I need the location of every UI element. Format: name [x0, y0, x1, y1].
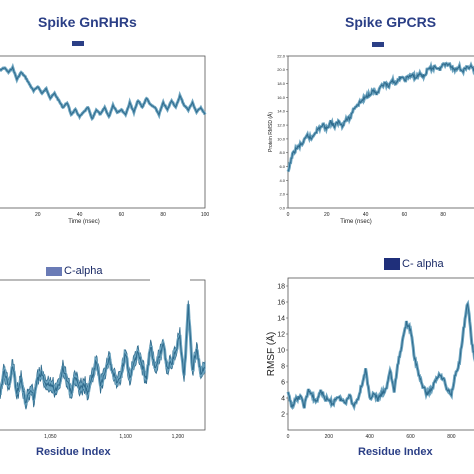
panel-tr-legend — [372, 42, 384, 47]
y-axis-title: Protein RMSD (Å) — [267, 112, 274, 152]
x-tick-label: 0 — [287, 434, 290, 440]
panel-tr-title: Spike GPCRS — [345, 14, 437, 30]
rmsf-chart-gpcrs: 0 200 400 600 800 2 4 6 8 10 12 14 16 18 RMSF (Å) — [266, 277, 474, 440]
y-tick-label: 4.0 — [279, 178, 285, 183]
y-tick-label: 16 — [277, 299, 285, 306]
rmsd-chart-gpcrs: 0 20 40 60 80 0.0 2.0 4.0 6.0 8.0 10.0 12.0 14.0 16.0… — [267, 53, 474, 225]
x-tick-label: 800 — [447, 434, 456, 440]
legend-swatch — [372, 42, 384, 47]
y-tick-label: 0.0 — [279, 205, 285, 210]
y-tick-label: 4 — [281, 395, 285, 402]
y-tick-label: 10 — [277, 347, 285, 354]
y-axis-title: RMSF (Å) — [266, 332, 277, 376]
x-tick-label: 40 — [77, 212, 83, 218]
legend-label: C- alpha — [402, 258, 444, 270]
plot-frame — [0, 279, 206, 431]
y-tick-label: 12.0 — [277, 122, 286, 127]
y-tick-label: 8.0 — [279, 150, 285, 155]
legend-swatch — [72, 41, 84, 46]
frame-gap — [150, 278, 190, 282]
x-tick-label: 200 — [325, 434, 334, 440]
x-tick-label: 20 — [324, 212, 330, 218]
x-tick-label: 80 — [440, 212, 446, 218]
series-line — [0, 65, 206, 120]
y-tick-label: 14.0 — [277, 109, 286, 114]
y-tick-label: 6.0 — [279, 164, 285, 169]
plot-frame — [0, 55, 206, 209]
plot-frame — [287, 55, 474, 209]
y-tick-label: 8 — [281, 363, 285, 370]
rmsf-chart-gnrhrs: 1,050 1,100 1,200 — [0, 278, 207, 440]
x-axis-title: Time (nsec) — [340, 219, 371, 225]
series-line — [287, 302, 474, 409]
x-tick-label: 60 — [119, 212, 125, 218]
y-tick-label: 14 — [277, 315, 285, 322]
x-tick-label: 100 — [201, 212, 210, 218]
panel-tl-title: Spike GnRHRs — [38, 14, 137, 30]
x-tick-label: 1,100 — [119, 434, 132, 440]
legend-label: C-alpha — [64, 265, 103, 277]
x-tick-label: 600 — [406, 434, 415, 440]
y-tick-label: 18 — [277, 283, 285, 290]
rmsd-chart-gnrhrs: 20 40 60 80 100 Time (nsec) — [0, 55, 210, 225]
x-tick-label: 400 — [366, 434, 375, 440]
y-tick-label: 16.0 — [277, 95, 286, 100]
legend-swatch — [384, 258, 400, 270]
x-axis-title: Time (nsec) — [68, 219, 99, 225]
x-tick-label: 40 — [363, 212, 369, 218]
y-tick-label: 12 — [277, 331, 285, 338]
series-line — [287, 62, 474, 172]
y-tick-label: 22.0 — [277, 53, 286, 58]
panel-bl-xlabel: Residue Index — [36, 446, 111, 458]
y-tick-label: 20.0 — [277, 67, 286, 72]
x-tick-label: 80 — [160, 212, 166, 218]
legend-swatch — [46, 266, 62, 276]
panel-br-xlabel: Residue Index — [358, 446, 433, 458]
y-tick-label: 18.0 — [277, 81, 286, 86]
panel-tl-legend — [72, 41, 84, 46]
y-tick-label: 6 — [281, 379, 285, 386]
x-tick-label: 1,050 — [44, 434, 57, 440]
plot-frame — [287, 277, 474, 431]
series-line — [0, 304, 206, 404]
y-tick-label: 2.0 — [279, 192, 285, 197]
series-halo — [286, 60, 474, 173]
x-tick-label: 0 — [287, 212, 290, 218]
x-tick-label: 20 — [35, 212, 41, 218]
panel-bl-legend: C-alpha — [46, 265, 103, 277]
x-tick-label: 60 — [402, 212, 408, 218]
y-tick-label: 10.0 — [277, 136, 286, 141]
x-tick-label: 1,200 — [172, 434, 185, 440]
series-halo — [286, 299, 474, 412]
panel-br-legend: C- alpha — [384, 258, 444, 270]
y-tick-label: 2 — [281, 411, 285, 418]
